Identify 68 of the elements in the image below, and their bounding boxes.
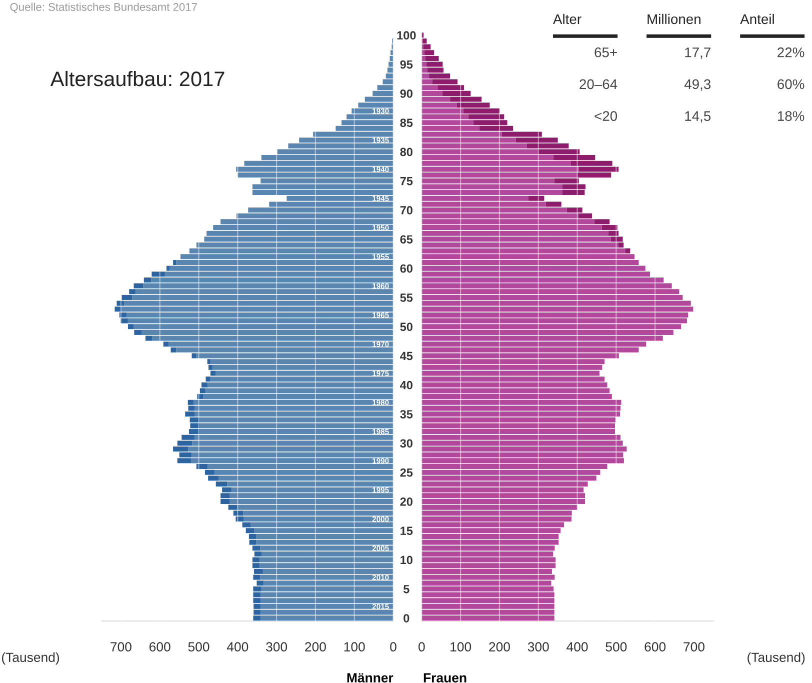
y-tick-label: 20 [400, 498, 412, 506]
bar [626, 248, 630, 254]
x-tick-label: 500 [606, 642, 627, 652]
text: 20–64 [580, 79, 618, 90]
x-axis-title: Männer [347, 673, 394, 682]
x-tick-label: 700 [684, 642, 704, 652]
x-tick-label: 100 [344, 642, 365, 652]
text: (Tausend) [748, 652, 805, 665]
text: 17,7 [685, 48, 710, 59]
y-tick-label: 55 [400, 294, 413, 302]
x-tick-label: 600 [150, 642, 170, 652]
x-tick-label: 200 [489, 642, 510, 652]
x-tick-label: 400 [226, 642, 248, 652]
y-tick-label: 35 [400, 410, 413, 418]
y-tick-label: 25 [400, 468, 413, 477]
y-tick-label: 80 [400, 148, 412, 156]
x-tick-label: 0 [418, 642, 425, 652]
bar [173, 260, 176, 265]
bar [163, 342, 169, 347]
y-tick-label: 75 [400, 177, 413, 186]
text: (Tausend) [2, 652, 60, 665]
y-tick-label: 95 [400, 60, 413, 69]
bar [152, 272, 165, 277]
y-tick-label: 45 [400, 352, 413, 360]
bar [166, 266, 170, 271]
x-tick-label: 300 [528, 642, 549, 652]
y-tick-label: 30 [400, 439, 412, 448]
text: 14,5 [685, 111, 711, 123]
bar [192, 353, 196, 358]
y-tick-label: 60 [400, 264, 412, 273]
x-tick-label: 400 [566, 642, 588, 652]
bar [546, 202, 562, 207]
y-tick-label: 70 [400, 206, 412, 214]
y-tick-label: 50 [400, 322, 412, 332]
text: <20 [594, 111, 618, 121]
y-tick-label: 15 [400, 526, 413, 536]
text: 18% [778, 111, 804, 121]
y-tick-label: 0 [404, 614, 410, 622]
bar [528, 196, 544, 201]
x-tick-label: 200 [305, 642, 326, 652]
y-tick-label: 100 [397, 31, 416, 40]
x-tick-label: 0 [390, 642, 396, 652]
x-tick-label: 700 [110, 642, 132, 652]
x-axis-title: Frauen [424, 673, 466, 682]
category-label: Alter [553, 14, 582, 24]
source-note: Quelle: Statistisches Bundesamt 2017 [10, 2, 197, 13]
x-tick-label: 100 [450, 642, 472, 652]
y-tick-label: 65 [400, 235, 413, 244]
bar [145, 336, 152, 341]
text: 60% [778, 79, 804, 90]
text: Altersaufbau: 2017 [50, 70, 224, 86]
x-tick-label: 500 [188, 642, 210, 652]
text: 22% [778, 47, 804, 58]
y-tick-label: 10 [400, 556, 412, 564]
category-label: Anteil [740, 14, 774, 24]
y-tick-label: 90 [400, 89, 412, 98]
y-tick-label: 5 [403, 585, 410, 594]
text: 49,3 [684, 79, 711, 91]
bar [170, 347, 176, 352]
bar [128, 324, 134, 330]
text: 65+ [594, 47, 617, 58]
x-tick-label: 300 [266, 642, 288, 652]
category-label: Millionen [648, 14, 700, 24]
bar [134, 330, 142, 335]
y-tick-label: 85 [400, 118, 413, 127]
bar [144, 277, 152, 282]
x-tick-label: 600 [644, 642, 666, 652]
y-tick-label: 40 [400, 380, 412, 390]
